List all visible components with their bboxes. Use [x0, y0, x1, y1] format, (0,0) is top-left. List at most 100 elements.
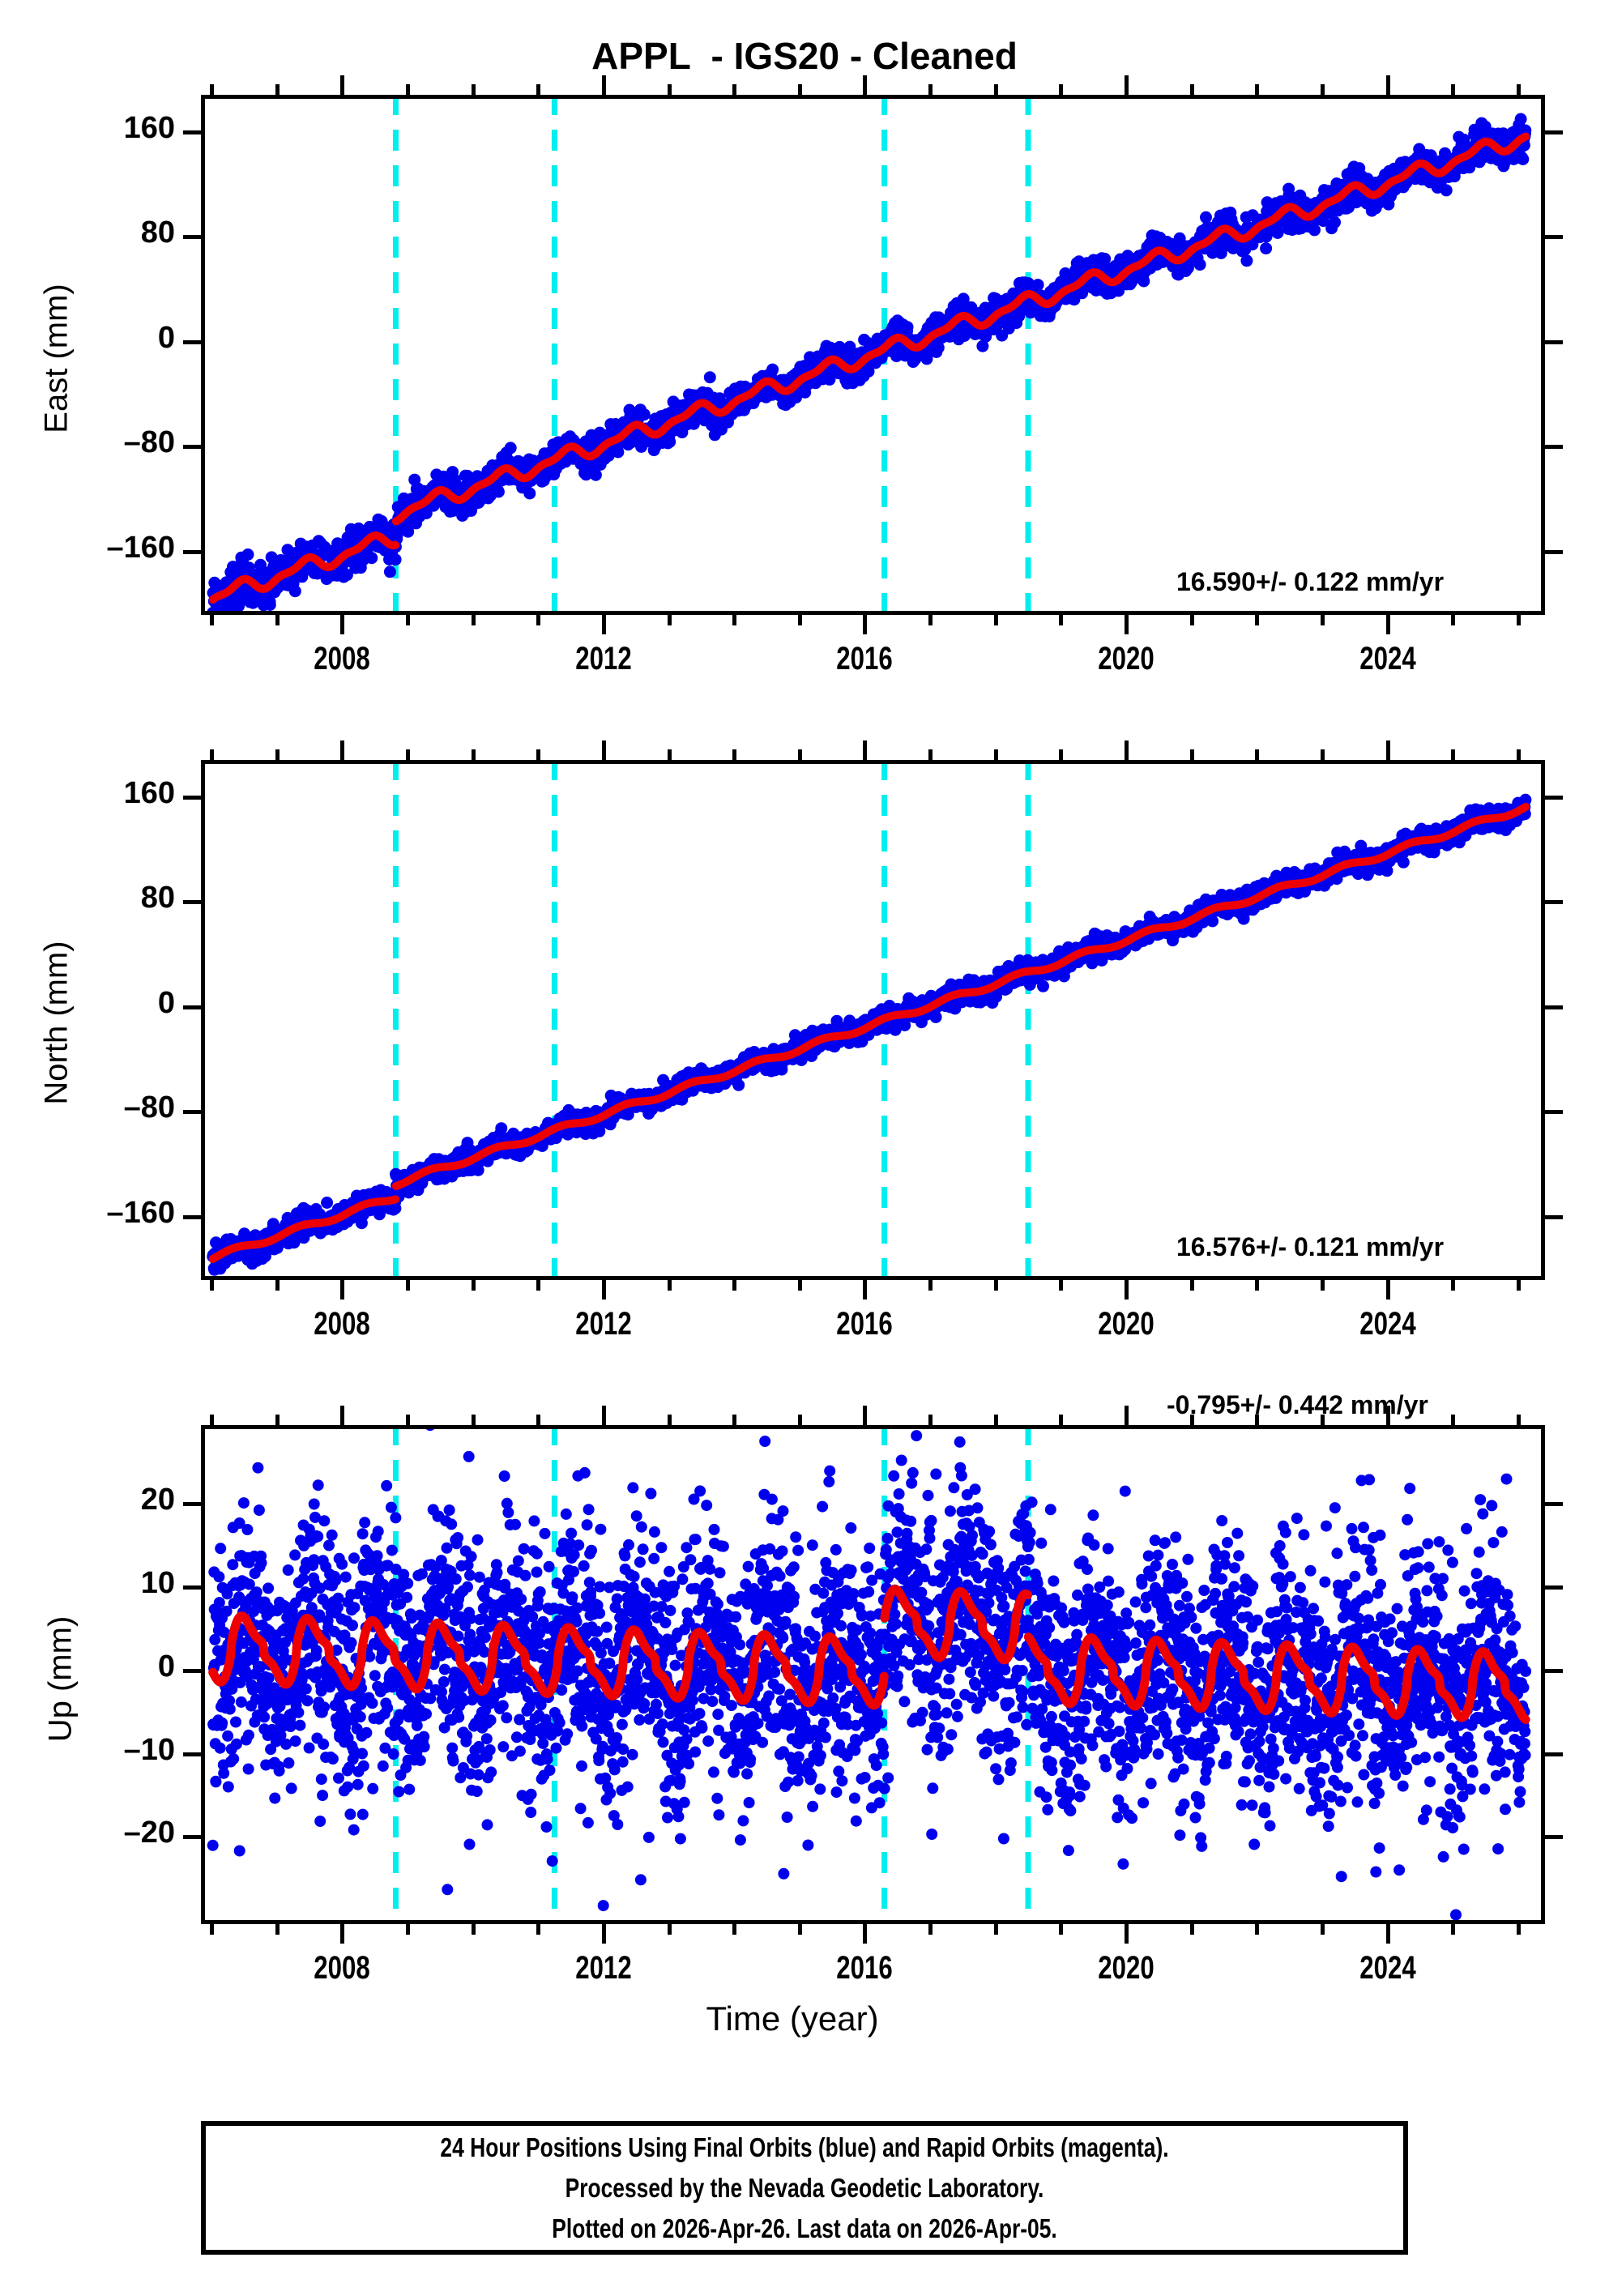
axis-tick-mark [472, 749, 476, 760]
axis-tick-mark [1059, 1415, 1063, 1425]
axis-tick-mark [1255, 1924, 1259, 1935]
axis-tick-mark [275, 1415, 280, 1425]
x-tick-label: 2016 [836, 1950, 893, 1986]
axis-tick-mark [863, 740, 867, 760]
x-tick-label: 2012 [575, 1950, 632, 1986]
axis-tick-mark [732, 615, 736, 625]
axis-tick-mark [1517, 1280, 1521, 1291]
axis-tick-mark [536, 749, 540, 760]
axis-tick-mark [183, 1215, 201, 1219]
axis-tick-mark [1255, 84, 1259, 95]
axis-tick-mark [994, 84, 998, 95]
axis-tick-mark [183, 900, 201, 904]
panel-up-rate-label: -0.795+/- 0.442 mm/yr [1167, 1390, 1428, 1419]
axis-tick-mark [1321, 1280, 1325, 1291]
axis-tick-mark [668, 1924, 672, 1935]
axis-tick-mark [536, 1924, 540, 1935]
axis-tick-mark [183, 550, 201, 554]
model-fit-line [550, 344, 889, 463]
x-tick-label: 2008 [314, 1306, 370, 1342]
axis-tick-mark [1545, 1215, 1563, 1219]
axis-tick-mark [183, 340, 201, 344]
axis-tick-mark [183, 796, 201, 800]
model-fit-line [391, 455, 559, 526]
model-fit-line [1024, 802, 1530, 975]
panel-east-ylabel: East (mm) [38, 284, 75, 433]
axis-tick-mark [863, 75, 867, 95]
footer-caption-box: 24 Hour Positions Using Final Orbits (bl… [201, 2121, 1408, 2255]
axis-tick-mark [406, 1924, 410, 1935]
footer-line-3: Plotted on 2026-Apr-26. Last data on 202… [552, 2213, 1057, 2243]
axis-tick-mark [863, 1280, 867, 1300]
x-tick-label: 2024 [1359, 641, 1416, 676]
axis-tick-mark [1545, 235, 1563, 239]
axis-tick-mark [928, 1924, 933, 1935]
axis-tick-mark [1386, 75, 1390, 95]
axis-tick-mark [340, 75, 344, 95]
axis-tick-mark [798, 84, 802, 95]
axis-tick-mark [1190, 615, 1194, 625]
axis-tick-mark [1545, 445, 1563, 449]
axis-tick-mark [472, 84, 476, 95]
x-tick-label: 2016 [836, 1306, 893, 1342]
x-tick-label: 2020 [1098, 641, 1154, 676]
axis-tick-mark [1190, 84, 1194, 95]
axis-tick-mark [732, 84, 736, 95]
model-fit-line [391, 1125, 559, 1190]
axis-tick-mark [1386, 740, 1390, 760]
model-fit-line [208, 1195, 400, 1263]
axis-tick-mark [275, 1280, 280, 1291]
axis-tick-mark [668, 1415, 672, 1425]
panel-up-canvas [207, 1429, 1532, 1920]
axis-tick-mark [668, 1280, 672, 1291]
model-fit-line [880, 290, 1032, 352]
axis-tick-mark [1125, 1924, 1129, 1944]
axis-tick-mark [1451, 615, 1455, 625]
axis-tick-mark [1321, 749, 1325, 760]
axis-tick-mark [1451, 1280, 1455, 1291]
axis-tick-mark [183, 1502, 201, 1506]
model-fit-line [208, 531, 400, 604]
axis-tick-mark [1059, 84, 1063, 95]
axis-tick-mark [472, 615, 476, 625]
footer-line-1: 24 Hour Positions Using Final Orbits (bl… [440, 2132, 1169, 2162]
panel-up-plot-frame [201, 1425, 1545, 1924]
axis-tick-mark [1545, 1005, 1563, 1009]
axis-tick-mark [536, 1415, 540, 1425]
axis-tick-mark [1190, 1924, 1194, 1935]
axis-tick-mark [1451, 1924, 1455, 1935]
axis-tick-mark [472, 1415, 476, 1425]
axis-tick-mark [210, 749, 214, 760]
axis-tick-mark [1125, 740, 1129, 760]
axis-tick-mark [1545, 1669, 1563, 1673]
axis-tick-mark [536, 615, 540, 625]
axis-tick-mark [340, 615, 344, 634]
model-fit-line [208, 1611, 400, 1692]
axis-tick-mark [1545, 1835, 1563, 1839]
axis-tick-mark [210, 1415, 214, 1425]
axis-tick-mark [668, 749, 672, 760]
axis-tick-mark [668, 615, 672, 625]
axis-tick-mark [1190, 1280, 1194, 1291]
axis-tick-mark [1545, 1752, 1563, 1756]
axis-tick-mark [994, 1415, 998, 1425]
axis-tick-mark [994, 1924, 998, 1935]
axis-tick-mark [602, 1924, 606, 1944]
axis-tick-mark [406, 615, 410, 625]
data-point-cloud [207, 1429, 1532, 1920]
axis-tick-mark [1545, 340, 1563, 344]
axis-tick-mark [1545, 550, 1563, 554]
model-fit-line [880, 967, 1032, 1022]
axis-tick-mark [1125, 1280, 1129, 1300]
axis-tick-mark [183, 130, 201, 134]
axis-tick-mark [1386, 1280, 1390, 1300]
model-fit-line [391, 1618, 559, 1698]
model-fit-line [550, 1014, 889, 1133]
axis-tick-mark [1125, 615, 1129, 634]
axis-tick-mark [1517, 84, 1521, 95]
axis-tick-mark [406, 84, 410, 95]
axis-tick-mark [1125, 75, 1129, 95]
axis-tick-mark [536, 84, 540, 95]
axis-tick-mark [928, 1280, 933, 1291]
